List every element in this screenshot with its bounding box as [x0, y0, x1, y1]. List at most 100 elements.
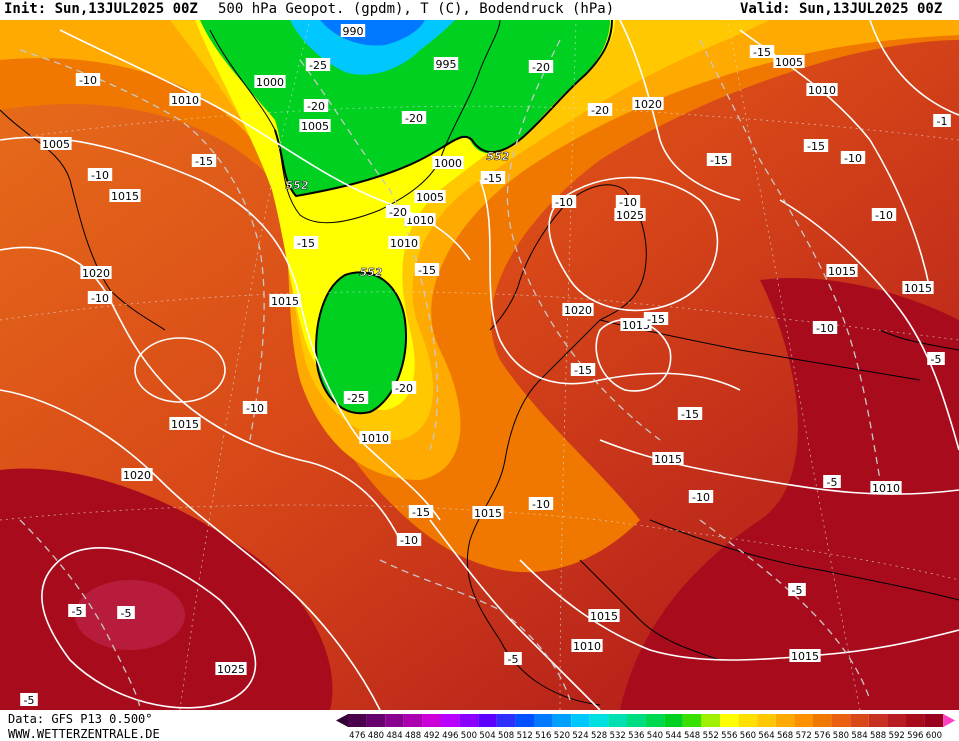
temperature-label: -10: [615, 195, 641, 209]
init-time: Init: Sun,13JUL2025 00Z: [4, 1, 198, 17]
pressure-label-box: [340, 24, 366, 37]
colorbar-swatch: [850, 714, 869, 727]
pressure-label-box: [359, 431, 391, 444]
colorbar-swatch: [515, 714, 534, 727]
temperature-label: -5: [927, 352, 945, 366]
temperature-label: -15: [414, 263, 440, 277]
temperature-label: -20: [385, 205, 411, 219]
header-bar: Init: Sun,13JUL2025 00Z 500 hPa Geopot. …: [0, 0, 959, 20]
pressure-label-text: 1020: [82, 267, 110, 280]
temperature-label-text: -20: [532, 61, 550, 74]
temperature-label-text: -15: [195, 155, 213, 168]
colorbar-swatch: [441, 714, 460, 727]
pressure-label-box: [632, 97, 664, 110]
temperature-label: -15: [293, 236, 319, 250]
temperature-label-text: -15: [681, 408, 699, 421]
isotherms: [19, 39, 881, 711]
temperature-label-text: -5: [508, 653, 519, 666]
temperature-label: -5: [504, 652, 522, 666]
colorbar-tick-label: 544: [665, 731, 681, 741]
colorbar-tick-label: 548: [684, 731, 700, 741]
pressure-label-text: 1010: [171, 94, 199, 107]
temperature-label-box: [551, 195, 577, 208]
temperature-label-text: -10: [844, 152, 862, 165]
pressure-label-box: [404, 213, 436, 226]
pressure-label: 1025: [614, 208, 646, 222]
temperature-label-box: [401, 111, 427, 124]
pressure-label: 1020: [121, 468, 153, 482]
temperature-label-text: -1: [937, 115, 948, 128]
pressure-label-text: 1015: [904, 282, 932, 295]
temperature-label-text: -15: [297, 237, 315, 250]
map-title: 500 hPa Geopot. (gpdm), T (C), Bodendruc…: [218, 1, 615, 17]
colorbar-tick-label: 552: [703, 731, 719, 741]
pressure-label-text: 1010: [808, 84, 836, 97]
temperature-label-box: [305, 58, 331, 71]
pressure-label-box: [773, 55, 805, 68]
pressure-label: 1010: [806, 83, 838, 97]
pressure-label: 1010: [169, 93, 201, 107]
temperature-label: -10: [551, 195, 577, 209]
temperature-label: -20: [587, 103, 613, 117]
pressure-label-text: 990: [343, 25, 364, 38]
pressure-label-box: [121, 468, 153, 481]
temperature-label-text: -20: [405, 112, 423, 125]
colorbar-swatch: [552, 714, 572, 727]
pressure-label-text: 1015: [111, 190, 139, 203]
pressure-label: 1005: [40, 137, 72, 151]
colorbar-swatch: [627, 714, 646, 727]
colorbar-swatch: [534, 714, 553, 727]
temperature-label-box: [20, 693, 38, 706]
temperature-label-text: -5: [72, 605, 83, 618]
temperature-label: -10: [871, 208, 897, 222]
colorbar-max-arrow: [943, 714, 956, 727]
temperature-label-text: -10: [246, 402, 264, 415]
pressure-label-text: 1015: [791, 650, 819, 663]
pressure-label-text: 1005: [416, 191, 444, 204]
temperature-label-box: [87, 168, 113, 181]
pressure-label-box: [169, 93, 201, 106]
temperature-label-text: -10: [532, 498, 550, 511]
pressure-label-box: [169, 417, 201, 430]
temperature-label-box: [408, 505, 434, 518]
temperature-label-text: -15: [647, 313, 665, 326]
colorbar-swatch: [608, 714, 627, 727]
geopotential-label-text: 552: [487, 150, 510, 163]
temperature-label-text: -20: [389, 206, 407, 219]
colorbar-swatch: [664, 714, 683, 727]
temperature-label-box: [840, 151, 866, 164]
temperature-label: -10: [688, 490, 714, 504]
pressure-label-text: 1010: [361, 432, 389, 445]
temperature-label-text: -10: [875, 209, 893, 222]
temperature-label: -15: [570, 363, 596, 377]
pressure-label-text: 1020: [123, 469, 151, 482]
temperature-label-box: [706, 153, 732, 166]
footer-bar: Data: GFS P13 0.500° WWW.WETTERZENTRALE.…: [0, 710, 959, 741]
temperature-label-text: -20: [307, 100, 325, 113]
pressure-label-text: 1000: [434, 157, 462, 170]
temperature-label: -10: [242, 401, 268, 415]
colorbar-swatch: [775, 714, 795, 727]
isobars: [0, 19, 959, 711]
colorbar-swatch: [496, 714, 516, 727]
temperature-label-text: -10: [555, 196, 573, 209]
pressure-label-text: 1020: [634, 98, 662, 111]
temperature-label-text: -10: [692, 491, 710, 504]
colorbar-tick-label: 496: [442, 731, 458, 741]
temperature-label-box: [570, 363, 596, 376]
temperature-label-box: [343, 391, 369, 404]
temperature-label-box: [677, 407, 703, 420]
pressure-label-text: 1005: [42, 138, 70, 151]
temperature-label: -15: [643, 312, 669, 326]
colorbar-tick-label: 520: [554, 731, 570, 741]
pressure-label: 1015: [588, 609, 620, 623]
temperature-label-box: [587, 103, 613, 116]
pressure-label-text: 1005: [775, 56, 803, 69]
colorbar-swatch: [682, 714, 702, 727]
pressure-label: 1015: [826, 264, 858, 278]
temperature-label: -5: [823, 475, 841, 489]
temperature-label: -15: [480, 171, 506, 185]
pressure-label-box: [269, 294, 301, 307]
colorbar-tick-label: 516: [535, 731, 551, 741]
pressure-label: 1005: [773, 55, 805, 69]
